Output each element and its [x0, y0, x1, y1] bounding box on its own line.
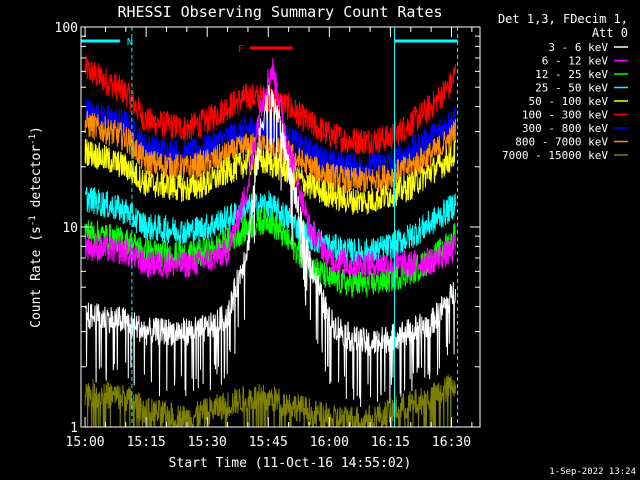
- series-line-9: [84, 374, 456, 429]
- legend-entry-label: 12 - 25 keV: [535, 68, 608, 81]
- legend-entry-label: 7000 - 15000 keV: [502, 149, 608, 162]
- x-tick-label: 16:30: [432, 435, 471, 450]
- x-tick-label: 16:15: [371, 435, 410, 450]
- series-line-2: [84, 58, 456, 279]
- legend-entry-label: 300 - 800 keV: [522, 122, 608, 135]
- legend-entry-label: 6 - 12 keV: [542, 55, 609, 68]
- flare-flag-label: F: [238, 44, 244, 55]
- axes-layer: 1 10 100 15:00 15:15 15:30 15:45 16:00 16:15 16:3…: [55, 21, 481, 450]
- legend-entry-label: 25 - 50 keV: [535, 82, 608, 95]
- y-axis-label-mid: detector: [29, 145, 44, 216]
- series-line-5: [84, 138, 456, 215]
- y-axis-label-sup2: -1: [28, 134, 38, 145]
- y-axis-label: Count Rate (s-1 detector-1): [28, 126, 44, 328]
- annotation-layer: NF: [81, 27, 459, 427]
- legend-entry-label: 800 - 7000 keV: [515, 136, 608, 149]
- series-line-4: [84, 186, 456, 268]
- x-tick-label: 15:00: [66, 435, 105, 450]
- y-axis-label-sup: -1: [28, 215, 38, 226]
- x-tick-label: 15:30: [188, 435, 227, 450]
- legend-header-line: Att 0: [592, 26, 628, 40]
- night-flag-label: N: [127, 37, 133, 48]
- y-tick-label: 10: [62, 221, 78, 236]
- series-line-1: [84, 84, 456, 407]
- x-tick-label: 15:15: [127, 435, 166, 450]
- x-axis-label: Start Time (11-Oct-16 14:55:02): [169, 456, 412, 471]
- series-layer: [84, 55, 456, 429]
- y-tick-label: 100: [55, 21, 78, 36]
- y-axis-label-end: ): [29, 126, 44, 134]
- legend-entry-label: 3 - 6 keV: [548, 41, 608, 54]
- chart-title: RHESSI Observing Summary Count Rates: [117, 3, 442, 21]
- legend-entry-label: 100 - 300 keV: [522, 109, 608, 122]
- x-tick-label: 15:45: [249, 435, 288, 450]
- y-axis-label-main: Count Rate (s: [29, 226, 44, 328]
- legend-header-line: Det 1,3, FDecim 1,: [498, 12, 628, 26]
- x-tick-label: 16:00: [310, 435, 349, 450]
- y-tick-label: 1: [70, 421, 78, 436]
- footer-date: 1-Sep-2022 13:24: [549, 467, 636, 477]
- legend-entry-label: 50 - 100 keV: [529, 95, 609, 108]
